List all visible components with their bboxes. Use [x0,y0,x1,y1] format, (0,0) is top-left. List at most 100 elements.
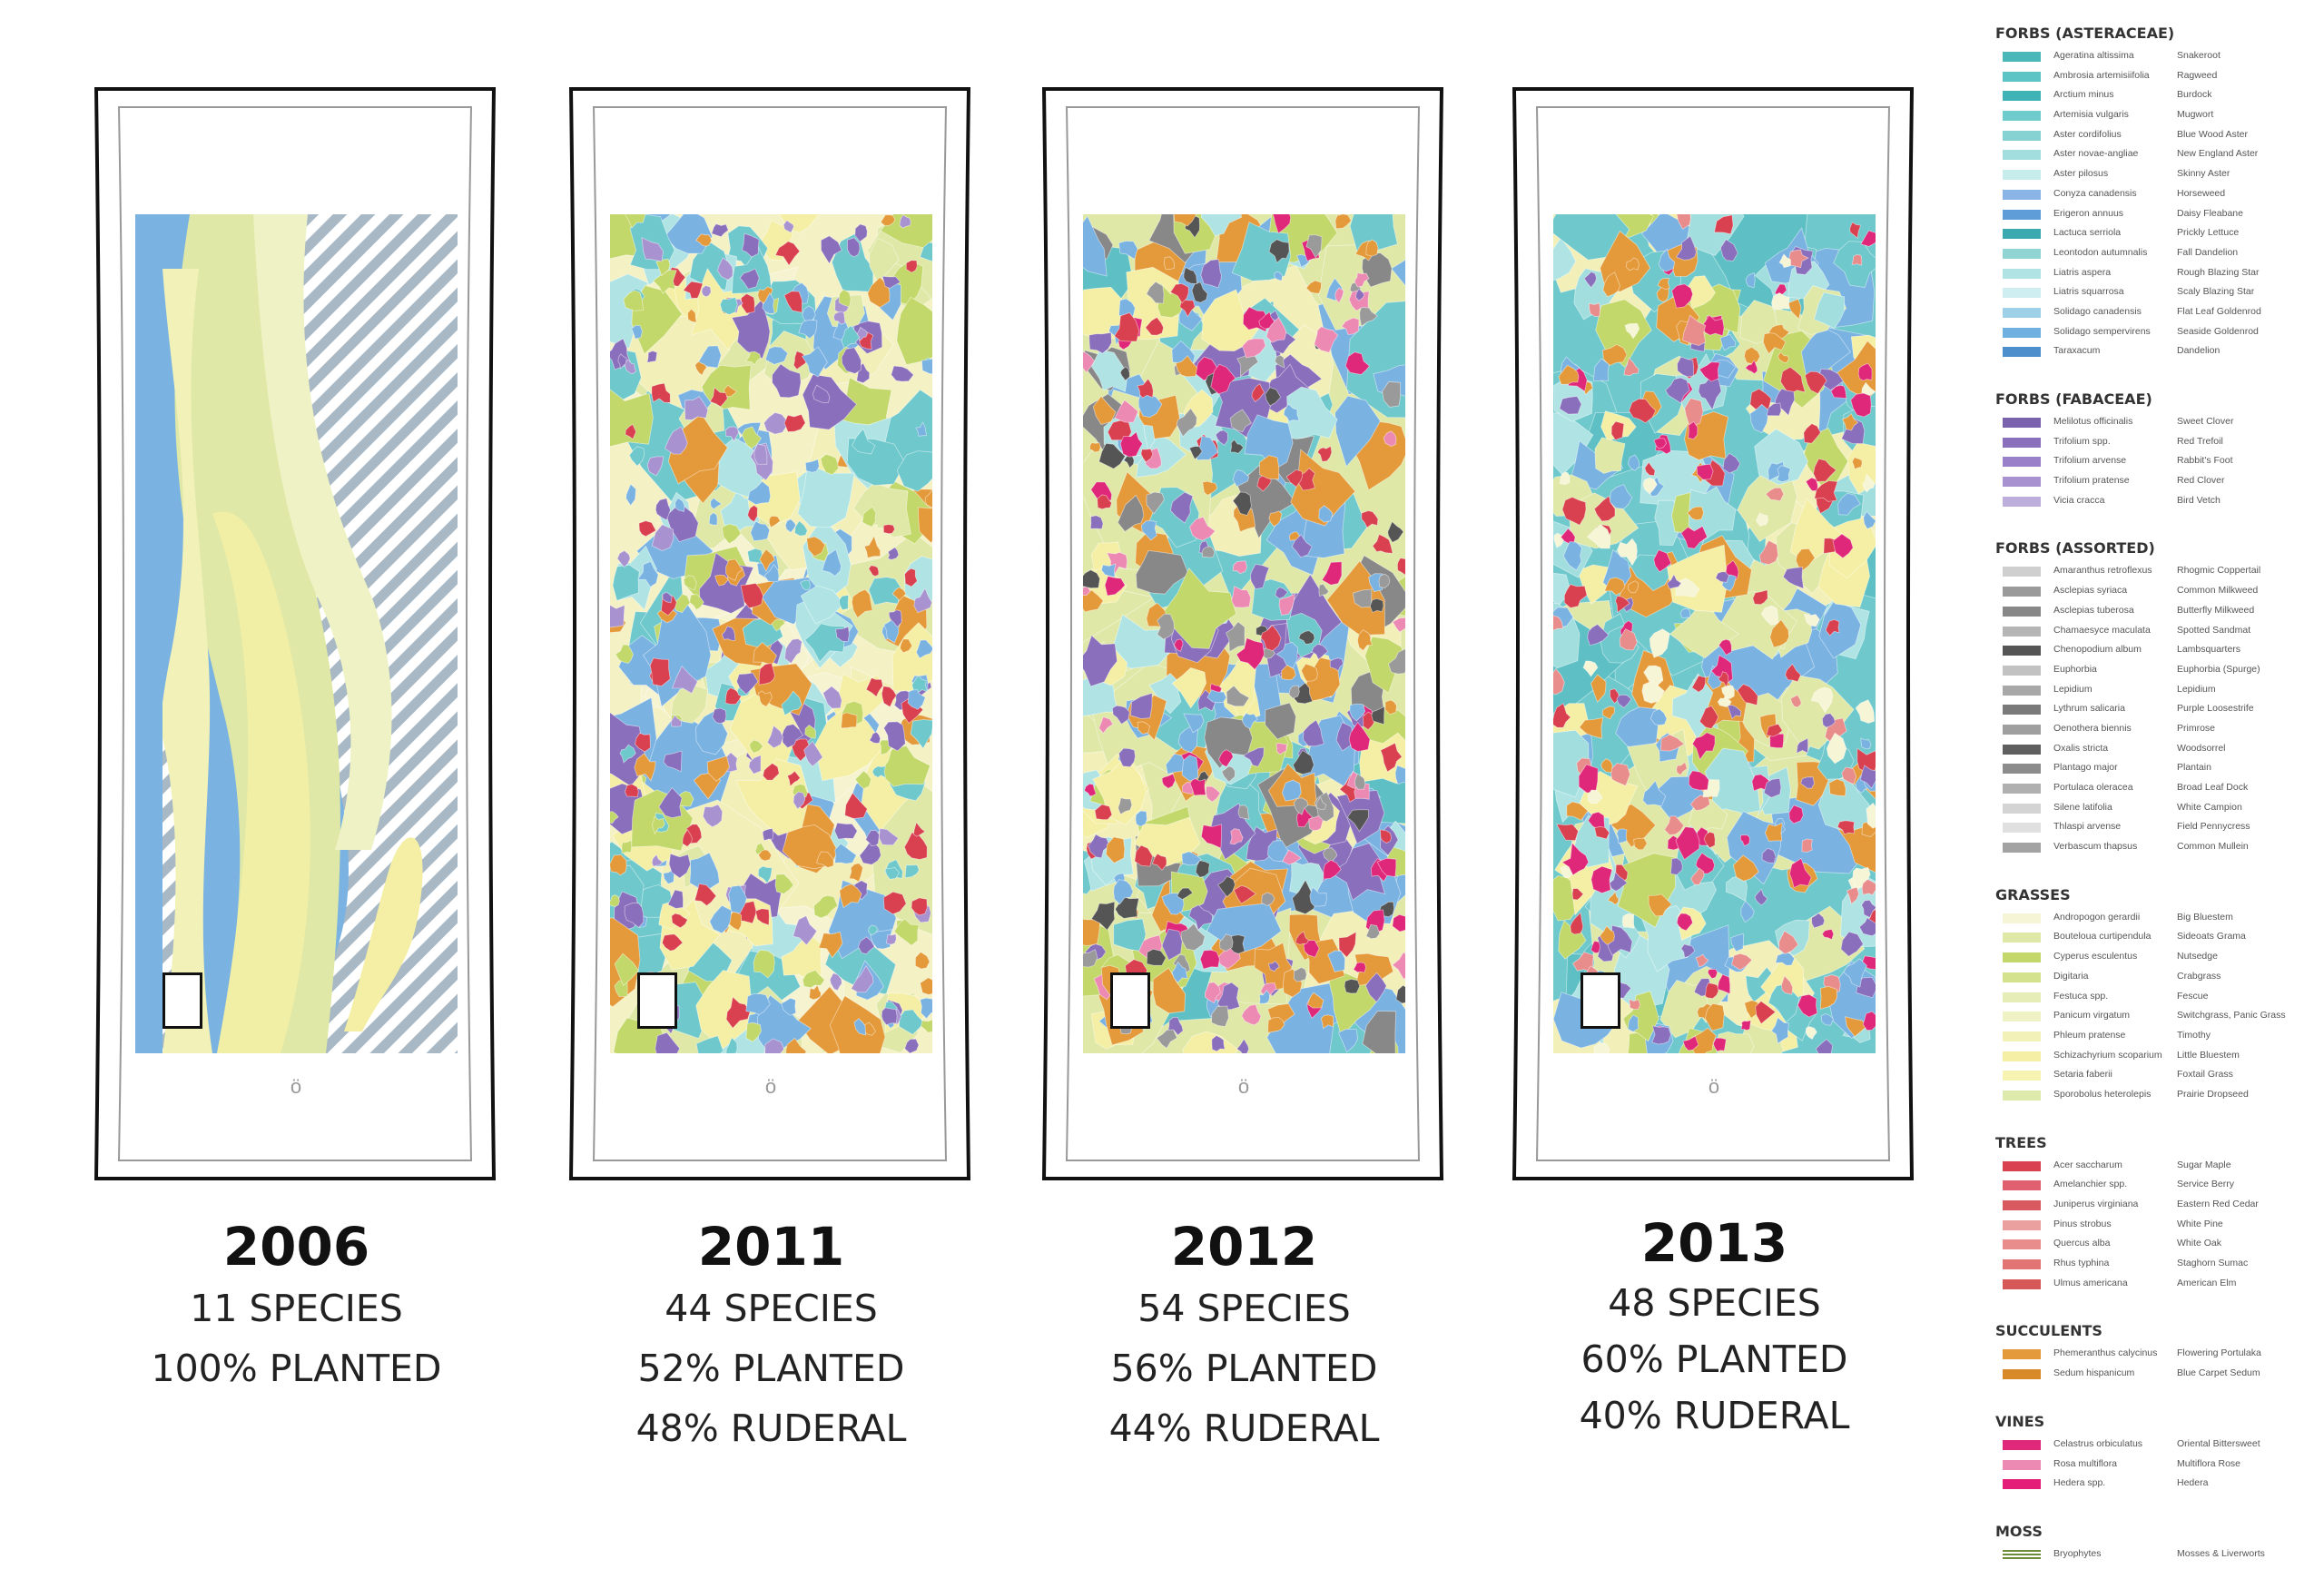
vegetation-patch [1083,569,1100,589]
vegetation-patch [1183,713,1205,734]
vegetation-patch [1359,305,1378,327]
legend-swatch [2003,1369,2041,1380]
vegetation-patch [750,520,771,542]
vegetation-patch [741,426,763,449]
vegetation-patch [1083,589,1104,613]
vegetation-patch [1202,480,1218,496]
legend-scientific-name: Lactuca serriola [2053,227,2122,239]
vegetation-patch [1298,630,1315,645]
vegetation-patch [915,639,932,659]
species-count: 48 SPECIES [1608,1281,1821,1325]
legend-swatch [2003,1239,2041,1250]
legend-common-name: Fall Dandelion [2177,246,2239,258]
vegetation-patch [1119,366,1130,381]
species-legend: FORBS (ASTERACEAE) Ageratina altissima Sna… [1995,20,2324,1589]
vegetation-patch [1291,534,1313,558]
vegetation-patch [1695,852,1716,874]
vegetation-patch [701,285,712,298]
vegetation-patch [1083,215,1108,277]
vegetation-patch [1171,666,1207,709]
vegetation-patch [1217,749,1234,768]
legend-common-name: Dandelion [2177,345,2221,357]
vegetation-patch [1610,484,1633,509]
vegetation-patch [1570,912,1584,935]
legend-item: Melilotus officinalis Sweet Clover [1995,413,2324,433]
vegetation-patch [904,1038,920,1053]
legend-swatch [2003,1219,2041,1230]
drain-icon: ö [290,1075,302,1098]
vegetation-patch [914,951,931,970]
vegetation-patch [1275,641,1299,669]
vegetation-patch [1338,931,1357,958]
vegetation-patch [663,750,683,773]
legend-common-name: White Oak [2177,1238,2222,1249]
legend-swatch [2003,1160,2041,1171]
vegetation-patch [1644,461,1656,477]
vegetation-patch [1677,356,1695,378]
legend-common-name: New England Aster [2177,148,2259,160]
vegetation-patch [1281,779,1302,802]
vegetation-patch [1651,1025,1671,1045]
vegetation-patch [1349,703,1366,722]
legend-swatch [2003,1259,2041,1270]
vegetation-patch [1561,842,1590,876]
vegetation-patch [1378,573,1391,589]
vegetation-patch [1090,901,1116,931]
vegetation-patch [1599,925,1615,945]
legend-common-name: Switchgrass, Panic Grass [2177,1010,2286,1022]
legend-common-name: Mosses & Liverworts [2177,1547,2265,1559]
legend-swatch [2003,327,2041,338]
legend-common-name: Spotted Sandmat [2177,624,2251,636]
legend-scientific-name: Rosa multiflora [2053,1457,2118,1469]
vegetation-patch [1218,933,1234,952]
vegetation-patch [1320,1014,1334,1030]
legend-item: Chamaesyce maculata Spotted Sandmat [1995,622,2324,642]
legend-scientific-name: Acer saccharum [2053,1159,2122,1170]
legend-scientific-name: Aster cordifolius [2053,128,2122,140]
vegetation-patch [862,506,877,528]
vegetation-patch [1863,510,1876,530]
vegetation-patch [1859,765,1876,789]
legend-item: Lythrum salicaria Purple Loosestrife [1995,700,2324,720]
legend-item: Solidago canadensis Flat Leaf Goldenrod [1995,303,2324,323]
vegetation-patch [881,275,901,289]
legend-item: Cyperus esculentus Nutsedge [1995,948,2324,968]
vegetation-patch [634,753,656,782]
vegetation-patch [888,609,902,628]
vegetation-patch [762,292,775,314]
vegetation-patch [1318,505,1334,523]
legend-item: Phleum pratense Timothy [1995,1027,2324,1047]
legend-item: Asclepias tuberosa Butterfly Milkweed [1995,602,2324,622]
vegetation-patch [646,350,658,363]
legend-scientific-name: Chamaesyce maculata [2053,624,2151,636]
legend-scientific-name: Juniperus virginiana [2053,1199,2139,1209]
vegetation-patch [771,618,785,632]
vegetation-patch [1587,789,1603,804]
vegetation-patch [721,626,736,641]
legend-scientific-name: Melilotus officinalis [2053,416,2133,427]
vegetation-patch [1754,888,1768,906]
vegetation-patch [749,739,764,754]
vegetation-patch [1862,473,1876,493]
legend-item: Taraxacum Dandelion [1995,342,2324,362]
vegetation-patch [1582,660,1599,677]
vegetation-patch [745,1022,762,1042]
vegetation-patch [1777,351,1790,363]
vegetation-patch [1825,618,1840,637]
vegetation-patch [1601,706,1615,720]
legend-scientific-name: Euphorbia [2053,663,2097,675]
vegetation-patch [1657,278,1670,291]
vegetation-patch [641,236,664,262]
vegetation-patch [1191,281,1208,303]
legend-item: Portulaca oleracea Broad Leaf Dock [1995,779,2324,799]
legend-item: Rosa multiflora Multiflora Rose [1995,1456,2324,1476]
vegetation-patch [1118,747,1137,768]
vegetation-patch [1354,773,1366,790]
legend-scientific-name: Digitaria [2053,970,2089,982]
vegetation-patch [1117,494,1145,533]
legend-scientific-name: Solidago canadensis [2053,305,2142,317]
legend-swatch [2003,248,2041,259]
legend-item: Silene latifolia White Campion [1995,799,2324,819]
vegetation-patch [1555,824,1579,842]
vegetation-patch [1395,984,1405,1004]
